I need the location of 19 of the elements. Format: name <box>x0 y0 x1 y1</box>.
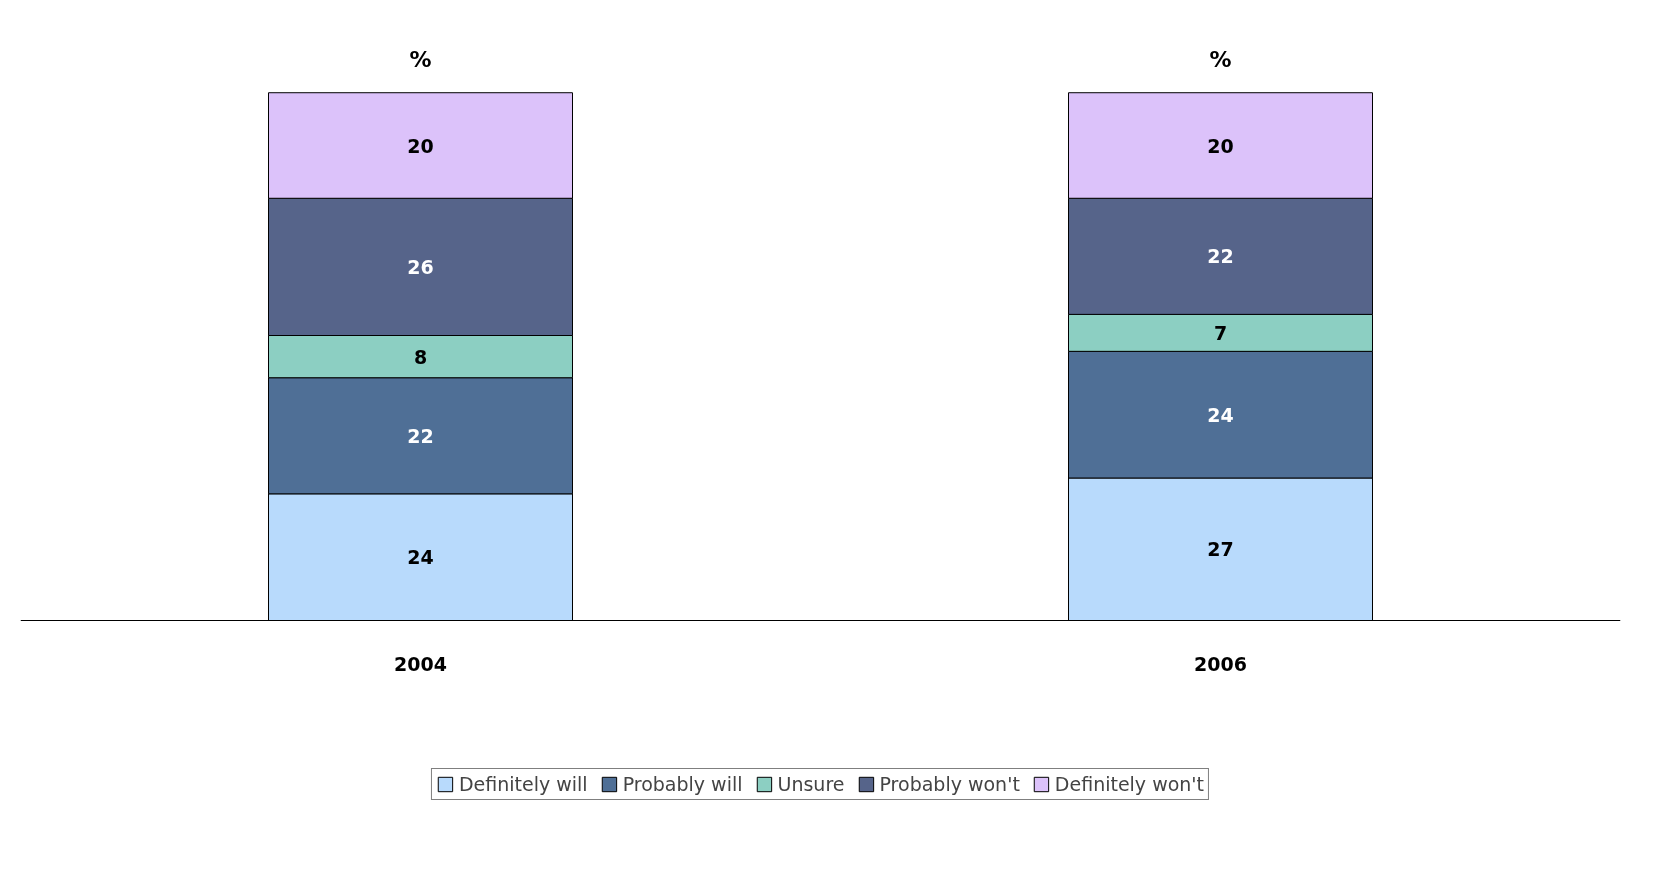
data-label: 20 <box>407 134 434 157</box>
legend-label: Probably will <box>622 773 743 795</box>
total-label: % <box>409 46 432 72</box>
x-tick-label: 2006 <box>1194 652 1247 675</box>
data-label: 26 <box>407 255 434 278</box>
data-label: 24 <box>1207 403 1234 426</box>
legend-label: Definitely will <box>458 773 588 795</box>
x-tick-label: 2004 <box>394 652 447 675</box>
data-label: 22 <box>1207 245 1234 268</box>
total-label: % <box>1209 46 1232 72</box>
data-label: 7 <box>1213 321 1228 344</box>
legend-label: Unsure <box>777 773 845 795</box>
data-label: 20 <box>1207 134 1234 157</box>
data-label: 8 <box>413 345 428 368</box>
data-label: 22 <box>407 424 434 447</box>
data-label: 24 <box>407 546 434 569</box>
legend-label: Probably won't <box>879 773 1020 795</box>
legend-label: Definitely won't <box>1054 773 1205 795</box>
data-label: 27 <box>1207 538 1234 561</box>
